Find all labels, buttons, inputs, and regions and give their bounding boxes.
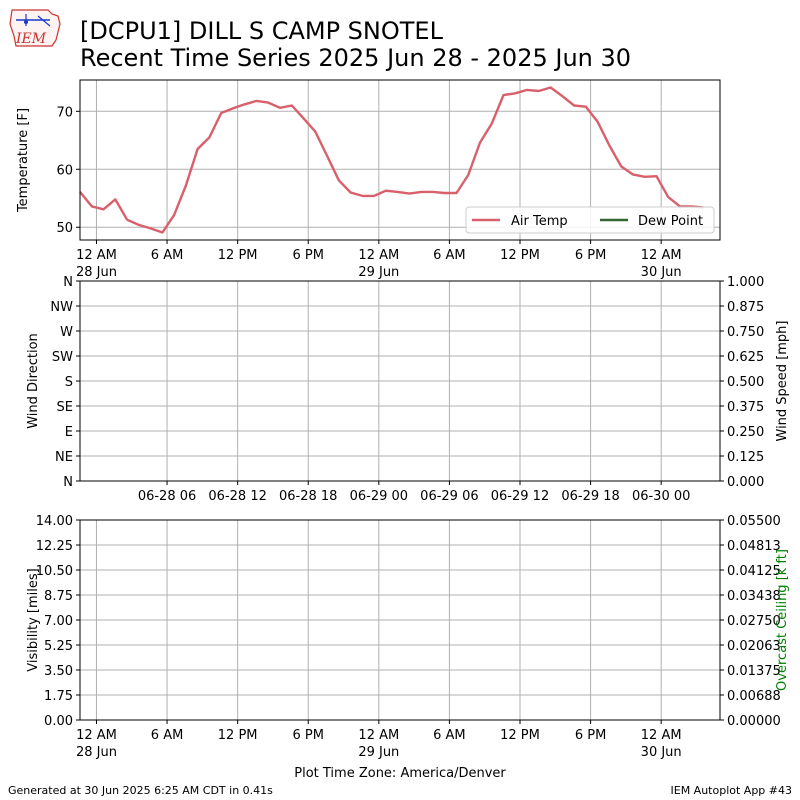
vis-x-tick-date: 30 Jun — [641, 745, 682, 760]
panel2-y2-tick-label: 0.03438 — [727, 589, 781, 604]
temp-y-tick-label: 50 — [56, 221, 73, 236]
panel2-y2-tick-label: 0.00688 — [727, 689, 781, 704]
vis-x-tick-label: 6 PM — [293, 728, 324, 743]
panel2-y2-tick-label: 0.02750 — [727, 614, 781, 629]
panel2-y2-tick-label: 0.04813 — [727, 539, 781, 554]
panel1-y2-tick-label: 0.000 — [727, 475, 764, 490]
panel2-y-tick-label: 5.25 — [44, 639, 73, 654]
vis-x-tick-date: 28 Jun — [76, 745, 117, 760]
temp-x-tick-label: 12 PM — [500, 248, 540, 263]
grid-layer — [80, 80, 720, 720]
panel1-y2-tick-label: 0.125 — [727, 450, 764, 465]
panel2-y-tick-label: 0.00 — [44, 714, 73, 729]
panel1-y2-tick-label: 1.000 — [727, 275, 764, 290]
temp-y-axis-label: Temperature [F] — [16, 108, 31, 213]
iem-logo: IEM — [9, 9, 61, 47]
panel2-y-tick-label: 10.50 — [36, 564, 73, 579]
panel1-y-tick-label: NW — [50, 300, 73, 315]
panel1-y2-tick-label: 0.750 — [727, 325, 764, 340]
panel2-y-tick-label: 1.75 — [44, 689, 73, 704]
wind-x-tick-label: 06-29 00 — [350, 489, 408, 504]
logo-text: IEM — [15, 31, 47, 47]
wind-x-tick-label: 06-28 12 — [208, 489, 266, 504]
wind-x-tick-label: 06-28 18 — [279, 489, 337, 504]
panel2-y-tick-label: 7.00 — [44, 614, 73, 629]
vis-x-tick-label: 12 PM — [218, 728, 258, 743]
wind-x-tick-label: 06-29 12 — [491, 489, 549, 504]
panel1-y-tick-label: NE — [55, 450, 73, 465]
temp-x-tick-date: 30 Jun — [641, 265, 682, 280]
air-temp-series — [79, 86, 704, 234]
panel2-y2-tick-label: 0.00000 — [727, 714, 781, 729]
temp-x-tick-date: 29 Jun — [358, 265, 399, 280]
panel1-y-tick-label: W — [60, 325, 73, 340]
temp-y-tick-label: 60 — [56, 163, 73, 178]
temp-x-tick-label: 6 PM — [575, 248, 606, 263]
panel1-frame — [79, 280, 721, 482]
temp-x-tick-label: 6 AM — [151, 248, 184, 263]
panel2-y2-tick-label: 0.02063 — [727, 639, 781, 654]
panel2-y2-tick-label: 0.01375 — [727, 664, 781, 679]
panel2-y2-axis-label: Overcast Ceiling [k ft] — [775, 549, 790, 691]
temp-x-tick-label: 12 AM — [641, 248, 682, 263]
panel2-y2-tick-label: 0.04125 — [727, 564, 781, 579]
temp-x-tick-date: 28 Jun — [76, 265, 117, 280]
panel2-y-tick-label: 3.50 — [44, 664, 73, 679]
temp-y-tick-label: 70 — [56, 105, 73, 120]
temp-legend: Air Temp Dew Point — [465, 206, 715, 234]
panel1-y-tick-label: SE — [57, 400, 73, 415]
temp-x-tick-label: 6 PM — [293, 248, 324, 263]
vis-x-tick-label: 6 PM — [575, 728, 606, 743]
panel1-y-tick-label: N — [63, 275, 73, 290]
panel1-y2-axis-label: Wind Speed [mph] — [775, 321, 790, 442]
panel2-y-axis-label: Visibility [miles] — [26, 568, 41, 671]
vis-x-tick-date: 29 Jun — [358, 745, 399, 760]
footer-app: IEM Autoplot App #43 — [670, 784, 793, 797]
panel1-y2-tick-label: 0.625 — [727, 350, 764, 365]
panel1-y-tick-label: E — [65, 425, 73, 440]
temp-x-tick-label: 6 AM — [433, 248, 466, 263]
legend-label-air-temp: Air Temp — [511, 214, 568, 229]
vis-x-tick-label: 6 AM — [433, 728, 466, 743]
panel1-y2-tick-label: 0.375 — [727, 400, 764, 415]
vis-x-tick-label: 12 AM — [76, 728, 117, 743]
frames-layer — [76, 79, 724, 724]
chart-subtitle: Recent Time Series 2025 Jun 28 - 2025 Ju… — [80, 44, 632, 72]
vis-x-tick-label: 12 AM — [358, 728, 399, 743]
footer-generated: Generated at 30 Jun 2025 6:25 AM CDT in … — [8, 784, 273, 797]
panel1-y2-tick-label: 0.250 — [727, 425, 764, 440]
vis-x-tick-label: 6 AM — [151, 728, 184, 743]
panel1-y-tick-label: SW — [52, 350, 73, 365]
chart-title: [DCPU1] DILL S CAMP SNOTEL — [80, 17, 443, 45]
wind-x-tick-label: 06-28 06 — [138, 489, 196, 504]
temp-x-tick-label: 12 AM — [76, 248, 117, 263]
panel2-y-tick-label: 12.25 — [36, 539, 73, 554]
panel1-y-tick-label: S — [65, 375, 73, 390]
panel2-y-tick-label: 14.00 — [36, 514, 73, 529]
temp-x-tick-label: 12 AM — [358, 248, 399, 263]
panel1-y-axis-label: Wind Direction — [26, 333, 41, 429]
wind-x-tick-label: 06-30 00 — [632, 489, 690, 504]
labels-layer: 12 AM 28 Jun 6 AM 12 PM 6 PM 12 AM 29 Jun 6 AM 1… — [16, 105, 790, 781]
panel1-y2-tick-label: 0.875 — [727, 300, 764, 315]
legend-label-dew-point: Dew Point — [638, 214, 703, 229]
x-axis-label: Plot Time Zone: America/Denver — [294, 766, 506, 781]
panel2-y-tick-label: 8.75 — [44, 589, 73, 604]
temp-panel-frame — [79, 79, 721, 241]
panel2-frame — [79, 519, 721, 721]
wind-x-tick-label: 06-29 18 — [561, 489, 619, 504]
wind-x-tick-label: 06-29 06 — [420, 489, 478, 504]
panel1-y-tick-label: N — [63, 475, 73, 490]
panel2-y2-tick-label: 0.05500 — [727, 514, 781, 529]
panel1-y2-tick-label: 0.500 — [727, 375, 764, 390]
temp-x-tick-label: 12 PM — [218, 248, 258, 263]
vis-x-tick-label: 12 AM — [641, 728, 682, 743]
legend-box — [465, 206, 715, 234]
vis-x-tick-label: 12 PM — [500, 728, 540, 743]
